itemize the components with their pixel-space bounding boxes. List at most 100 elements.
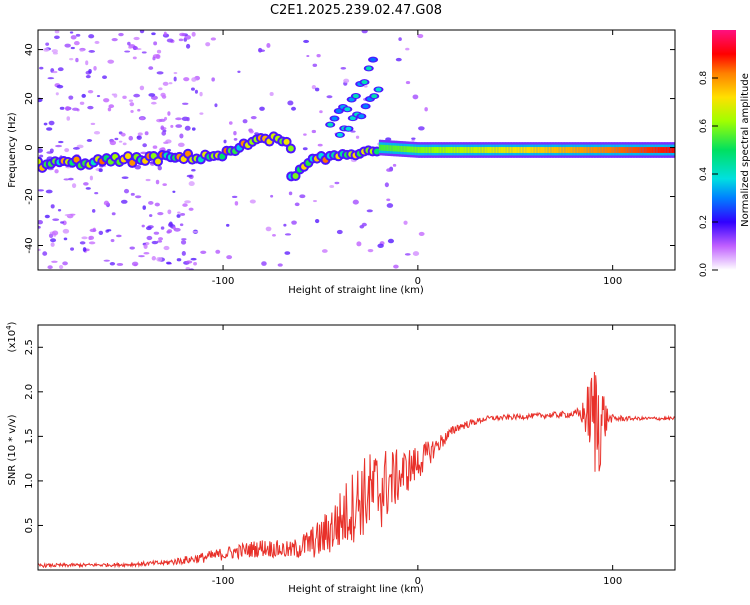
- ridge-core: [492, 147, 495, 153]
- ridge-core: [403, 146, 407, 153]
- spectrogram-noise: [56, 84, 64, 89]
- y-tick-label: 1.0: [24, 473, 35, 489]
- ridge-core: [517, 147, 520, 153]
- spectrogram-noise: [182, 203, 188, 207]
- ridge-core: [631, 147, 634, 153]
- spectrogram-noise: [102, 75, 107, 80]
- spectrogram-noise: [162, 183, 167, 187]
- spectrogram-noise: [124, 50, 131, 53]
- spectrogram-noise: [155, 179, 160, 185]
- spectrogram-noise: [39, 154, 44, 158]
- ridge-core: [632, 147, 636, 153]
- spectrogram-noise: [128, 135, 134, 141]
- ridge-blob: [331, 116, 338, 121]
- ridge-core: [671, 147, 675, 153]
- spectrogram-noise: [132, 56, 137, 60]
- spectrogram-noise: [237, 70, 241, 73]
- spectrogram-noise: [303, 39, 310, 43]
- spectrogram-noise: [167, 229, 173, 234]
- spectrogram-noise: [54, 35, 60, 40]
- ridge-core: [489, 147, 492, 153]
- ridge-core: [378, 144, 382, 151]
- ridge-core: [413, 146, 416, 153]
- ridge-blob: [287, 145, 294, 152]
- lower-ridge: [286, 145, 382, 182]
- ridge-core: [389, 145, 393, 152]
- ridge-core: [593, 147, 597, 153]
- spectrogram-noise: [57, 209, 62, 212]
- spectrogram-noise: [184, 35, 192, 40]
- ridge-core: [564, 147, 567, 153]
- ridge-core: [626, 147, 629, 153]
- spectrogram-noise: [86, 139, 93, 142]
- ridge-core: [544, 147, 547, 153]
- spectrogram-noise: [43, 122, 48, 126]
- ridge-core: [449, 147, 452, 153]
- spectrogram-noise: [205, 42, 211, 47]
- spectrogram-noise: [149, 214, 153, 217]
- ridge-core: [565, 147, 569, 153]
- ridge-core: [625, 147, 628, 153]
- snr-axes: -100 0 100 0.5 1.0 1.5 2.0 2.5: [24, 325, 675, 587]
- spectrogram-noise: [90, 122, 96, 126]
- spectrogram-noise: [266, 42, 271, 48]
- spectrogram-noise: [52, 70, 58, 74]
- spectrogram-noise: [62, 261, 68, 266]
- spectrogram-noise: [352, 199, 359, 205]
- spectrogram-noise: [191, 77, 197, 82]
- ridge-core: [477, 147, 480, 153]
- spectrogram-noise: [384, 182, 389, 188]
- ridge-core: [399, 145, 402, 152]
- ridge-core: [506, 147, 509, 153]
- spectrogram-noise: [319, 110, 323, 114]
- spectrogram-noise: [88, 241, 96, 245]
- spectrogram-noise: [258, 49, 266, 53]
- spectrogram-noise: [129, 246, 135, 250]
- ridge-core: [673, 147, 675, 153]
- spectrogram-noise: [131, 261, 139, 267]
- spectrogram-noise: [329, 184, 335, 188]
- ridge-core: [442, 147, 445, 153]
- spectrogram-noise: [392, 163, 397, 167]
- snr-scale-close: ): [7, 321, 18, 325]
- spectrogram-noise: [64, 43, 71, 48]
- ridge-blob: [327, 122, 334, 127]
- ridge-core: [405, 146, 408, 153]
- spectrogram-noise: [79, 49, 84, 52]
- spectrogram-noise: [122, 142, 127, 146]
- spectrogram-noise: [136, 135, 142, 140]
- ridge-core: [533, 147, 536, 153]
- ridge-core: [505, 147, 508, 153]
- spectrogram-noise: [148, 93, 156, 97]
- ridge-core: [491, 147, 494, 153]
- spectrogram-noise: [139, 30, 145, 34]
- spectrogram-noise: [283, 223, 287, 227]
- colorbar-tick-label: 0.4: [699, 167, 709, 182]
- spectrogram-noise: [179, 223, 184, 227]
- ridge-core: [622, 147, 625, 153]
- spectrogram-noise: [158, 237, 164, 241]
- spectrogram-noise: [303, 133, 307, 136]
- spectrogram-noise: [143, 252, 150, 255]
- spectrogram-noise: [160, 226, 165, 230]
- spectrogram-noise: [284, 233, 292, 236]
- spectrogram-noise: [157, 165, 162, 171]
- ridge-core: [606, 147, 609, 153]
- spectrogram-noise: [159, 118, 166, 122]
- ridge-core: [458, 147, 461, 153]
- spectrogram-noise: [336, 229, 343, 235]
- spectrogram-noise: [81, 93, 86, 98]
- spectrogram-noise: [87, 105, 94, 110]
- spectrogram-noise: [79, 241, 86, 245]
- spectrogram-noise: [311, 85, 317, 90]
- colorbar-label: Normalized spectral amplitude: [740, 73, 750, 227]
- ridge-core: [444, 147, 447, 153]
- spectrogram-noise: [93, 65, 97, 71]
- ridge-core: [436, 147, 439, 153]
- spectrogram-noise: [199, 91, 203, 97]
- spectrogram-noise: [114, 137, 119, 141]
- ridge-core: [424, 147, 427, 153]
- ridge-core: [467, 147, 470, 153]
- ridge-core: [410, 146, 413, 153]
